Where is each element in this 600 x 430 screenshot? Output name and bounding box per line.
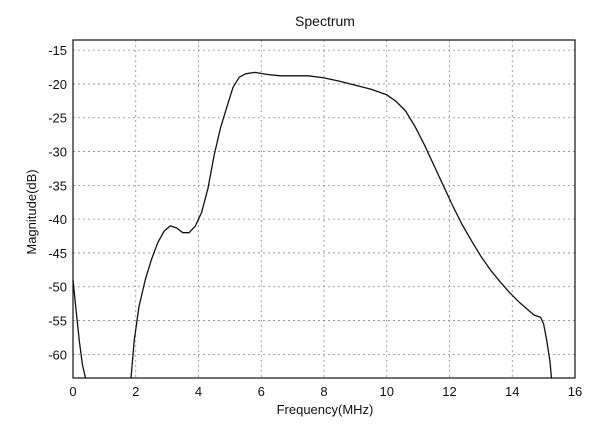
y-axis-label: Magnitude(dB)	[24, 169, 39, 254]
x-tick-label: 8	[320, 384, 327, 399]
x-tick-label: 12	[442, 384, 456, 399]
y-tick-label: -55	[48, 314, 67, 329]
y-tick-label: -25	[48, 111, 67, 126]
x-tick-label: 0	[69, 384, 76, 399]
series-group	[72, 71, 553, 379]
y-tick-label: -30	[48, 145, 67, 160]
x-tick-label: 6	[258, 384, 265, 399]
x-tick-labels: 0 2 4 6 8 10 12 14 16	[69, 384, 582, 399]
series-line-segment	[130, 71, 553, 379]
plot-frame	[72, 39, 576, 379]
y-tick-label: -20	[48, 77, 67, 92]
series-line-segment	[72, 279, 87, 379]
y-tick-label: -45	[48, 246, 67, 261]
y-tick-label: -40	[48, 212, 67, 227]
y-tick-labels: -15 -20 -25 -30 -35 -40 -45 -50 -55 -60	[48, 43, 67, 362]
x-tick-label: 10	[380, 384, 394, 399]
y-tick-label: -35	[48, 178, 67, 193]
y-tick-label: -15	[48, 43, 67, 58]
x-axis-label: Frequency(MHz)	[277, 402, 374, 417]
x-tick-label: 4	[195, 384, 202, 399]
x-tick-label: 16	[568, 384, 582, 399]
chart-title: Spectrum	[295, 13, 355, 29]
y-tick-label: -50	[48, 280, 67, 295]
grid-lines	[72, 40, 576, 378]
x-tick-label: 14	[505, 384, 519, 399]
y-tick-label: -60	[48, 347, 67, 362]
x-tick-label: 2	[132, 384, 139, 399]
